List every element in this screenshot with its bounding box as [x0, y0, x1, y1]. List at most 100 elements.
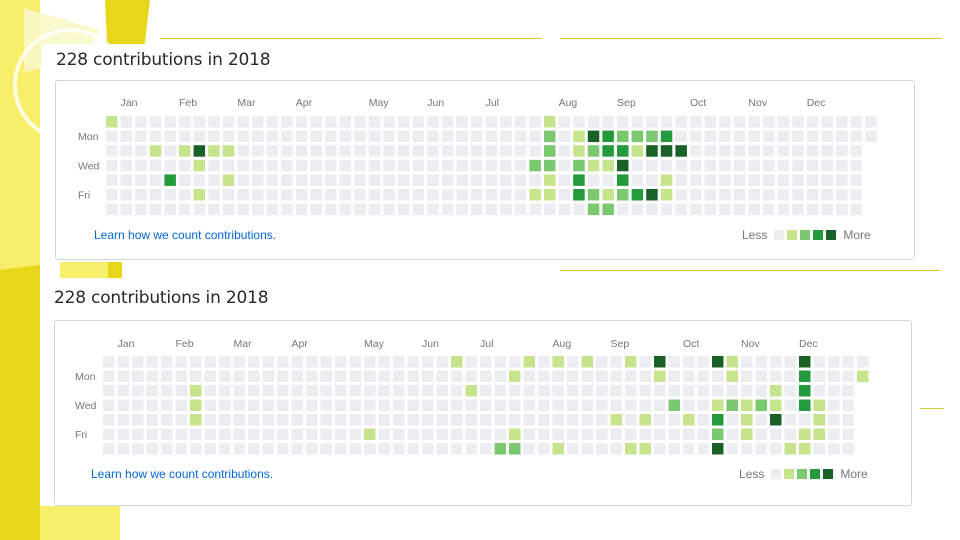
contribution-day-cell[interactable] — [208, 203, 220, 216]
contribution-day-cell[interactable] — [500, 174, 512, 186]
contribution-day-cell[interactable] — [617, 116, 629, 128]
contribution-day-cell[interactable] — [146, 399, 159, 412]
contribution-day-cell[interactable] — [237, 130, 249, 143]
contribution-day-cell[interactable] — [456, 130, 468, 143]
contribution-day-cell[interactable] — [427, 189, 439, 201]
contribution-day-cell[interactable] — [277, 370, 289, 383]
contribution-day-cell[interactable] — [602, 189, 614, 201]
contribution-day-cell[interactable] — [233, 428, 246, 441]
contribution-day-cell[interactable] — [813, 385, 826, 397]
contribution-day-cell[interactable] — [719, 189, 731, 201]
contribution-day-cell[interactable] — [378, 428, 391, 441]
contribution-day-cell[interactable] — [364, 399, 376, 412]
contribution-day-cell[interactable] — [567, 428, 579, 441]
contribution-day-cell[interactable] — [310, 145, 322, 157]
contribution-day-cell[interactable] — [741, 356, 753, 368]
contribution-day-cell[interactable] — [135, 203, 147, 216]
contribution-day-cell[interactable] — [252, 145, 264, 157]
contribution-day-cell[interactable] — [412, 203, 425, 216]
contribution-day-cell[interactable] — [349, 399, 362, 412]
contribution-day-cell[interactable] — [485, 189, 498, 201]
contribution-day-cell[interactable] — [799, 428, 811, 441]
contribution-day-cell[interactable] — [690, 159, 702, 172]
contribution-day-cell[interactable] — [836, 145, 848, 157]
contribution-day-cell[interactable] — [252, 189, 264, 201]
contribution-day-cell[interactable] — [149, 145, 162, 157]
contribution-day-cell[interactable] — [763, 145, 775, 157]
contribution-day-cell[interactable] — [485, 116, 498, 128]
contribution-day-cell[interactable] — [784, 399, 797, 412]
contribution-day-cell[interactable] — [836, 130, 848, 143]
contribution-day-cell[interactable] — [252, 130, 264, 143]
contribution-day-cell[interactable] — [480, 414, 492, 426]
contribution-day-cell[interactable] — [485, 159, 498, 172]
contribution-day-cell[interactable] — [610, 399, 623, 412]
contribution-day-cell[interactable] — [262, 370, 275, 383]
contribution-day-cell[interactable] — [277, 443, 289, 455]
contribution-day-cell[interactable] — [602, 159, 614, 172]
contribution-day-cell[interactable] — [422, 428, 434, 441]
contribution-day-cell[interactable] — [690, 174, 702, 186]
contribution-day-cell[interactable] — [248, 428, 260, 441]
contribution-day-cell[interactable] — [335, 399, 347, 412]
contribution-day-cell[interactable] — [436, 443, 449, 455]
contribution-day-cell[interactable] — [697, 399, 710, 412]
contribution-day-cell[interactable] — [378, 356, 391, 368]
contribution-day-cell[interactable] — [625, 443, 637, 455]
contribution-day-cell[interactable] — [149, 130, 162, 143]
contribution-day-cell[interactable] — [103, 356, 115, 368]
contribution-day-cell[interactable] — [726, 414, 739, 426]
contribution-day-cell[interactable] — [596, 414, 608, 426]
contribution-day-cell[interactable] — [639, 370, 652, 383]
contribution-day-cell[interactable] — [719, 159, 731, 172]
contribution-day-cell[interactable] — [763, 159, 775, 172]
contribution-day-cell[interactable] — [222, 130, 235, 143]
contribution-day-cell[interactable] — [660, 189, 673, 201]
contribution-day-cell[interactable] — [683, 385, 695, 397]
contribution-day-cell[interactable] — [456, 145, 468, 157]
contribution-day-cell[interactable] — [422, 443, 434, 455]
contribution-day-cell[interactable] — [320, 370, 333, 383]
contribution-day-cell[interactable] — [777, 130, 790, 143]
contribution-day-cell[interactable] — [325, 130, 337, 143]
contribution-day-cell[interactable] — [697, 414, 710, 426]
contribution-day-cell[interactable] — [704, 116, 717, 128]
contribution-day-cell[interactable] — [726, 428, 739, 441]
contribution-day-cell[interactable] — [639, 414, 652, 426]
contribution-day-cell[interactable] — [806, 159, 819, 172]
contribution-day-cell[interactable] — [222, 159, 235, 172]
contribution-day-cell[interactable] — [132, 385, 144, 397]
contribution-day-cell[interactable] — [850, 189, 863, 201]
contribution-day-cell[interactable] — [552, 428, 565, 441]
contribution-day-cell[interactable] — [422, 385, 434, 397]
contribution-day-cell[interactable] — [748, 203, 760, 216]
contribution-day-cell[interactable] — [349, 385, 362, 397]
contribution-day-cell[interactable] — [777, 189, 790, 201]
contribution-day-cell[interactable] — [631, 203, 644, 216]
contribution-day-cell[interactable] — [193, 189, 206, 201]
contribution-day-cell[interactable] — [222, 203, 235, 216]
contribution-day-cell[interactable] — [233, 399, 246, 412]
contribution-day-cell[interactable] — [262, 385, 275, 397]
contribution-day-cell[interactable] — [625, 385, 637, 397]
contribution-day-cell[interactable] — [383, 159, 395, 172]
contribution-day-cell[interactable] — [237, 145, 249, 157]
contribution-day-cell[interactable] — [120, 145, 133, 157]
contribution-day-cell[interactable] — [436, 399, 449, 412]
contribution-day-cell[interactable] — [281, 159, 293, 172]
contribution-day-cell[interactable] — [770, 428, 782, 441]
contribution-day-cell[interactable] — [441, 159, 454, 172]
contribution-day-cell[interactable] — [617, 130, 629, 143]
contribution-day-cell[interactable] — [103, 428, 115, 441]
contribution-day-cell[interactable] — [581, 385, 594, 397]
contribution-day-cell[interactable] — [581, 428, 594, 441]
contribution-day-cell[interactable] — [179, 203, 191, 216]
contribution-day-cell[interactable] — [617, 145, 629, 157]
contribution-day-cell[interactable] — [523, 443, 536, 455]
contribution-day-cell[interactable] — [368, 203, 381, 216]
contribution-day-cell[interactable] — [135, 145, 147, 157]
contribution-day-cell[interactable] — [558, 174, 571, 186]
contribution-day-cell[interactable] — [514, 145, 527, 157]
contribution-day-cell[interactable] — [755, 414, 768, 426]
contribution-day-cell[interactable] — [821, 174, 833, 186]
